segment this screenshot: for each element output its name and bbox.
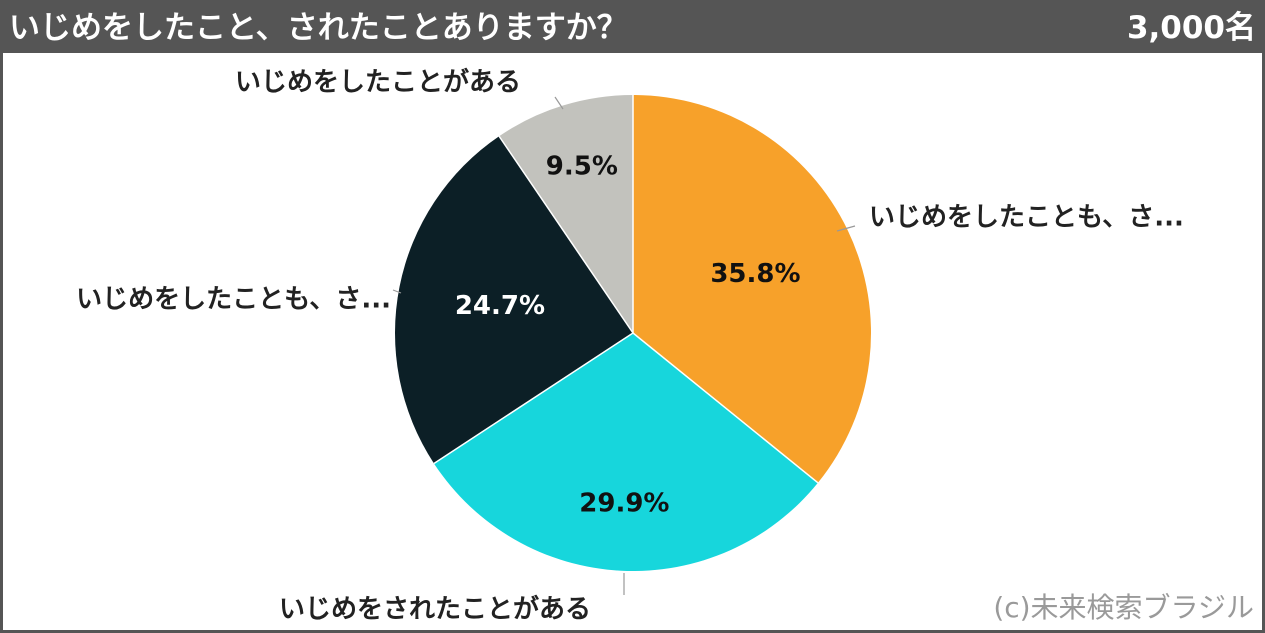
slice-value-label-3: 24.7%: [455, 291, 545, 321]
slice-separator-4: [498, 135, 634, 334]
slice-category-label-2: いじめをされたことがある: [279, 594, 591, 625]
sample-size: 3,000名: [1126, 10, 1256, 46]
pie-slice-1: [633, 95, 872, 483]
slice-value-label-4: 9.5%: [546, 151, 618, 181]
slice-value-label-1: 35.8%: [710, 259, 800, 289]
pie-chart: 35.8% いじめをしたことも、さ... 29.9% いじめをされたことがある 24.7…: [76, 67, 1184, 625]
chart-title: いじめをしたこと、されたことありますか？: [9, 10, 628, 46]
pie-slice-2: [433, 333, 818, 571]
slice-category-label-3: いじめをしたことも、さ...: [76, 285, 391, 315]
slice-category-label-1: いじめをしたことも、さ...: [869, 203, 1184, 233]
slice-separator-3: [433, 332, 634, 465]
pie-slice-3: [395, 136, 633, 464]
header-bar: いじめをしたこと、されたことありますか？ 3,000名: [3, 3, 1262, 53]
copyright-credit: (c)未来検索ブラジル: [993, 591, 1254, 624]
slice-value-label-2: 29.9%: [579, 489, 669, 519]
leader-line-3: [392, 289, 402, 294]
slice-category-label-4: いじめをしたことがある: [235, 67, 521, 98]
pie-slice-4: [499, 95, 633, 333]
slice-separator-2: [632, 332, 819, 484]
leader-line-1: [836, 225, 856, 232]
leader-line-4: [554, 96, 564, 110]
